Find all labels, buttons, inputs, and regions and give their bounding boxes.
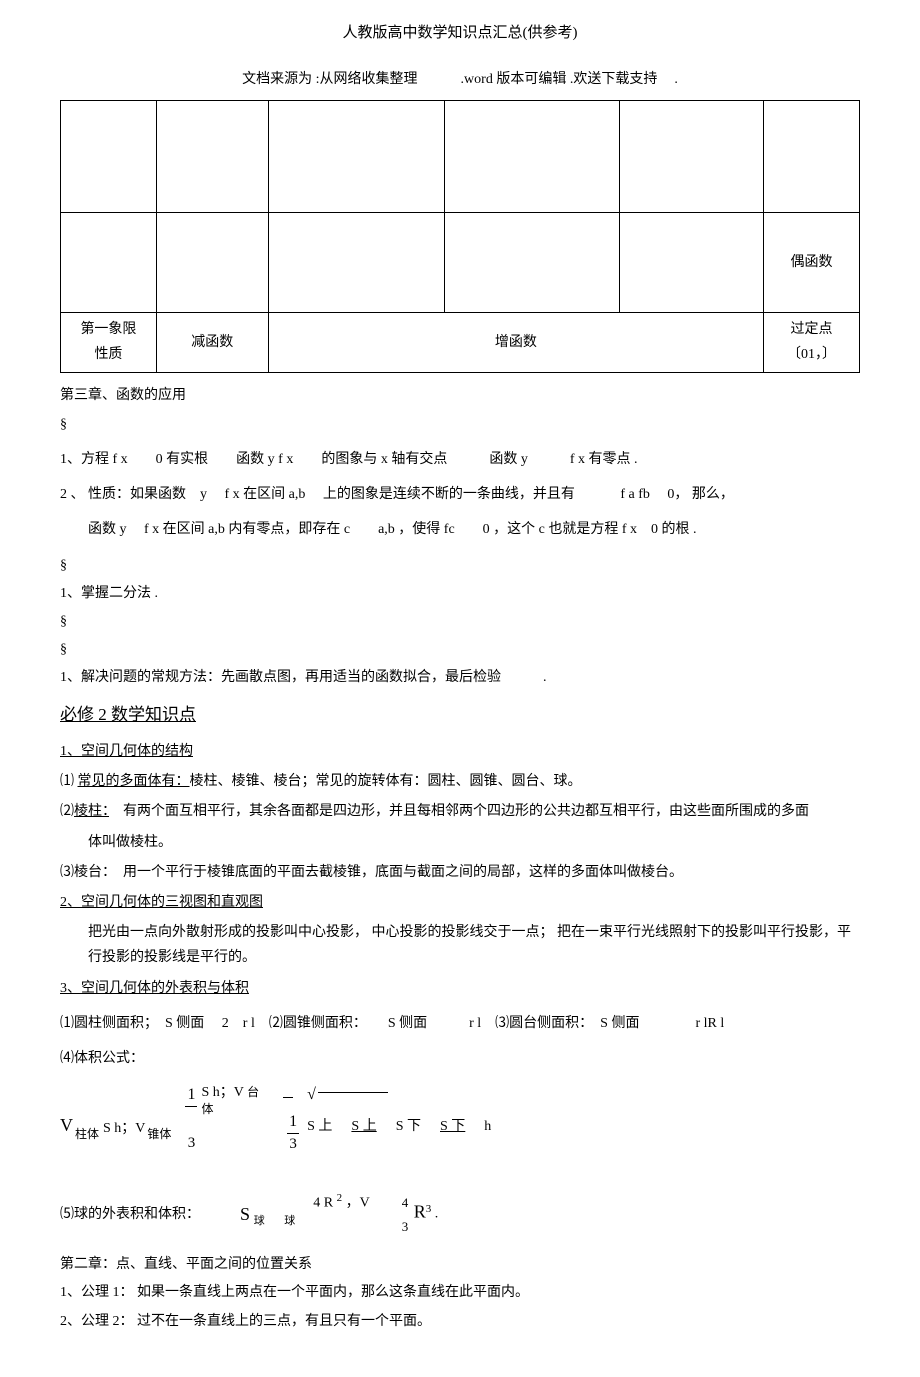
module-2-title: 必修 2 数学知识点 — [60, 700, 860, 731]
topic-heading: 2、空间几何体的三视图和直观图 — [60, 890, 860, 915]
axiom: 1、公理 1： 如果一条直线上两点在一个平面内，那么这条直线在此平面内。 — [60, 1280, 860, 1305]
formula-text: 4 3 R3 . — [400, 1191, 439, 1238]
properties-table: 偶函数 第一象限 性质 减函数 增函数 过定点 〔01，〕 — [60, 100, 860, 372]
formula-text: 4 R 2 ，V — [313, 1189, 369, 1216]
volume-label: ⑷体积公式： — [60, 1046, 860, 1071]
formula-sub: 台 — [247, 1085, 259, 1099]
fraction: 1 3 — [185, 1085, 197, 1153]
table-row: 第一象限 性质 减函数 增函数 过定点 〔01，〕 — [61, 313, 860, 372]
list-item: ⑴ 常见的多面体有：棱柱、棱锥、棱台；常见的旋转体有：圆柱、圆锥、圆台、球。 — [60, 769, 860, 794]
section-symbol: § — [60, 637, 860, 662]
source-prefix: 文档来源为 :从网络收集整理 — [242, 72, 417, 87]
underlined-text: 常见的多面体有： — [78, 774, 190, 789]
paragraph: 函数 y f x 在区间 a,b 内有零点，即存在 c a,b ，使得 fc 0… — [60, 517, 860, 542]
chapter-3-heading: 第三章、函数的应用 — [60, 383, 860, 408]
frac-num: 1 — [187, 1086, 195, 1103]
frac-den: 3 — [188, 1135, 196, 1151]
table-row — [61, 101, 860, 213]
topic-heading: 1、空间几何体的结构 — [60, 739, 860, 764]
formula-line: ⑴圆柱侧面积； S 侧面 2 r l ⑵圆锥侧面积： S 侧面 r l ⑶圆台侧… — [60, 1011, 860, 1036]
cell-line: 性质 — [67, 342, 150, 367]
formula-text: S h；V — [103, 1121, 145, 1138]
fraction: 4 3 — [402, 1191, 409, 1238]
underlined-text: 1、空间几何体的结构 — [60, 744, 193, 759]
axiom: 2、公理 2： 过不在一条直线上的三点，有且只有一个平面。 — [60, 1309, 860, 1334]
formula-text: S 球 球 — [240, 1198, 295, 1232]
paragraph: 2 、 性质：如果函数 y f x 在区间 a,b 上的图象是连续不断的一条曲线… — [60, 482, 860, 507]
topic-heading: 3、空间几何体的外表积与体积 — [60, 976, 860, 1001]
cell-line: 过定点 — [770, 317, 853, 342]
cell-fixed-point: 过定点 〔01，〕 — [764, 313, 860, 372]
list-item-cont: 体叫做棱柱。 — [60, 830, 860, 855]
underlined-text: 2、空间几何体的三视图和直观图 — [60, 895, 263, 910]
underlined-text: 棱柱： — [74, 804, 109, 819]
table-row: 偶函数 — [61, 213, 860, 313]
section-symbol: § — [60, 609, 860, 634]
frac-line — [287, 1133, 299, 1134]
page-title: 人教版高中数学知识点汇总(供参考) — [60, 20, 860, 47]
paragraph: 1、掌握二分法 . — [60, 581, 860, 606]
formula-text: V — [60, 1115, 73, 1137]
source-line: 文档来源为 :从网络收集整理 .word 版本可编辑 .欢送下载支持 . — [60, 67, 860, 92]
source-suffix: .word 版本可编辑 .欢送下载支持 — [461, 72, 658, 87]
formula-text: S h；V 台 体 — [201, 1085, 259, 1119]
cell-line: 〔01，〕 — [770, 342, 853, 367]
list-item: ⑵棱柱： 有两个面互相平行，其余各面都是四边形，并且每相邻两个四边形的公共边都互… — [60, 799, 860, 824]
cell-line: 第一象限 — [67, 317, 150, 342]
formula-sub: 锥体 — [145, 1127, 181, 1141]
chapter-2-heading: 第二章：点、直线、平面之间的位置关系 — [60, 1252, 860, 1277]
volume-formula: V 柱体 S h；V 锥体 1 3 S h；V 台 体 1 3 √ — [60, 1085, 860, 1173]
list-item: ⑶棱台： 用一个平行于棱锥底面的平面去截棱锥，底面与截面之间的局部，这样的多面体… — [60, 860, 860, 885]
paragraph: 1、解决问题的常规方法：先画散点图，再用适当的函数拟合，最后检验 . — [60, 665, 860, 690]
sphere-formula: ⑸球的外表积和体积： S 球 球 4 R 2 ，V 4 3 R3 . — [60, 1191, 860, 1238]
section-symbol: § — [60, 412, 860, 437]
formula-sub: 体 — [201, 1102, 213, 1116]
cell-increasing: 增函数 — [268, 313, 763, 372]
underlined-text: 3、空间几何体的外表积与体积 — [60, 981, 249, 996]
cell-even-function: 偶函数 — [764, 213, 860, 313]
sphere-label: ⑸球的外表积和体积： — [60, 1202, 240, 1227]
source-dot: . — [674, 72, 678, 87]
frac-num: 1 — [289, 1113, 297, 1130]
paragraph: 1、方程 f x 0 有实根 函数 y f x 的图象与 x 轴有交点 函数 y… — [60, 447, 860, 472]
formula-sub: 柱体 — [73, 1127, 103, 1141]
paragraph: 把光由一点向外散射形成的投影叫中心投影， 中心投影的投影线交于一点； 把在一束平… — [60, 920, 860, 970]
section-symbol: § — [60, 553, 860, 578]
fraction: 1 3 — [287, 1112, 299, 1154]
formula-text: 1 3 — [283, 1115, 303, 1173]
frac-line — [185, 1106, 197, 1107]
frac-den: 3 — [289, 1136, 297, 1152]
formula-text: √ S 上 S 上 S 下 S 下 h — [307, 1085, 491, 1136]
cell-decreasing: 减函数 — [156, 313, 268, 372]
cell-first-quadrant: 第一象限 性质 — [61, 313, 157, 372]
